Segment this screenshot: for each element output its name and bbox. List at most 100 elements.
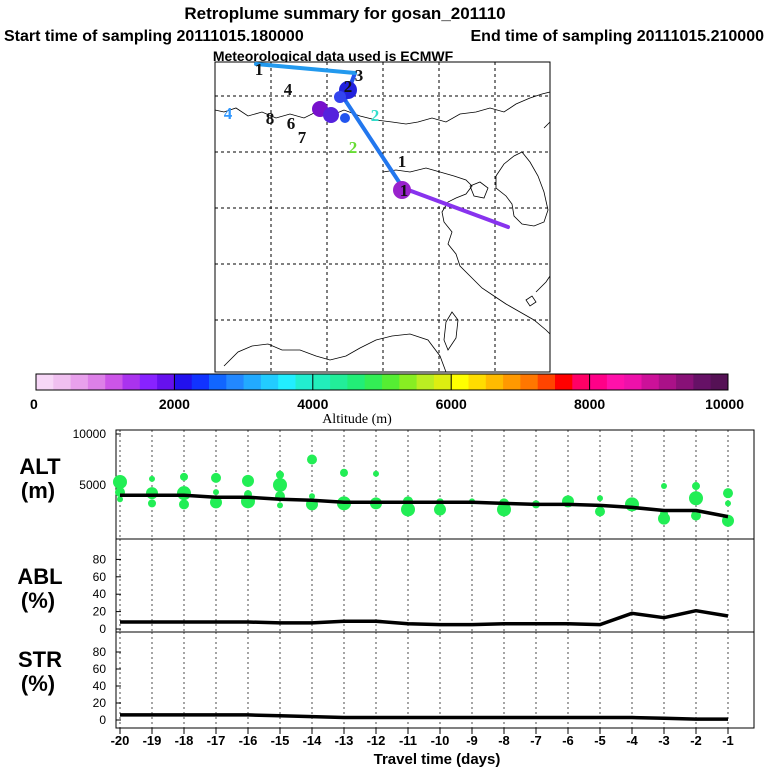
- scatter-point: [597, 495, 603, 502]
- x-tick-label: -6: [562, 733, 574, 748]
- colorbar-segment: [416, 374, 435, 390]
- map-day-label: 8: [266, 109, 275, 128]
- scatter-point: [179, 499, 189, 510]
- colorbar-segment: [278, 374, 296, 390]
- colorbar-tick-label: 10000: [705, 396, 744, 412]
- x-tick-label: -15: [271, 733, 290, 748]
- y-tick-label: 20: [93, 696, 107, 710]
- y-tick-label: 0: [99, 622, 106, 636]
- y-tick-label: 5000: [79, 478, 106, 492]
- colorbar-segment: [330, 374, 348, 390]
- scatter-point: [309, 493, 315, 500]
- map-day-label: 2: [371, 106, 380, 125]
- x-axis: -20 -19 -18 -17 -16 -15 -14 -13 -12 -11 -10 -9 -8 -7 -…: [111, 728, 734, 748]
- y-tick-label: 20: [93, 605, 107, 619]
- x-tick-label: -11: [399, 733, 417, 748]
- colorbar-segment: [347, 374, 366, 390]
- map-day-label: 1: [398, 152, 407, 171]
- scatter-point: [725, 500, 731, 507]
- panel-alt: 5000 10000 ALT(m): [19, 427, 755, 540]
- scatter-point: [692, 482, 700, 491]
- x-tick-label: -4: [626, 733, 638, 748]
- colorbar-segment: [399, 374, 418, 390]
- trajectory-segment: [254, 62, 357, 75]
- map-coastlines: [214, 91, 551, 373]
- scatter-point: [113, 474, 127, 489]
- scatter-point: [307, 454, 317, 465]
- colorbar-ticks: 0 2000 4000 6000 8000 10000: [30, 374, 744, 412]
- y-tick-label: 0: [99, 713, 106, 727]
- colorbar-segment: [260, 374, 279, 390]
- y-tick-label: 40: [93, 679, 107, 693]
- colorbar-segment: [157, 374, 175, 390]
- plume-marker: [393, 181, 411, 199]
- x-tick-label: -16: [239, 733, 258, 748]
- colorbar-segment: [520, 374, 539, 390]
- panel-name: ABL: [17, 564, 62, 589]
- panel-name: ALT: [19, 454, 61, 479]
- x-tick-label: -18: [175, 733, 194, 748]
- y-tick-label: 40: [93, 587, 107, 601]
- scatter-point: [595, 506, 605, 517]
- colorbar-segment: [693, 374, 712, 390]
- panel-unit: (m): [21, 478, 55, 503]
- y-tick-label: 60: [93, 570, 107, 584]
- colorbar-segment: [676, 374, 694, 390]
- panel-abl: 0 20 40 60 80 ABL(%): [17, 538, 755, 636]
- x-tick-label: -1: [722, 733, 734, 748]
- colorbar-segment: [624, 374, 642, 390]
- colorbar-tick-label: 2000: [159, 396, 190, 412]
- scatter-point: [497, 502, 511, 517]
- plume-marker: [334, 91, 346, 103]
- colorbar-segment: [53, 374, 72, 390]
- scatter-point: [661, 483, 667, 490]
- trajectory-segment: [401, 186, 510, 229]
- panel-name: STR: [18, 647, 62, 672]
- colorbar-segment: [468, 374, 487, 390]
- colorbar-segment: [382, 374, 400, 390]
- start-time-label: Start time of sampling 20111015.180000: [4, 28, 304, 45]
- scatter-point: [180, 472, 188, 481]
- x-tick-label: -5: [594, 733, 606, 748]
- scatter-point: [117, 496, 123, 503]
- scatter-point: [691, 510, 701, 521]
- map-day-label: 6: [287, 114, 296, 133]
- plume-marker: [340, 113, 350, 123]
- y-tick-label: 10000: [73, 427, 107, 441]
- panel-frame: [115, 631, 755, 729]
- scatter-point: [276, 470, 284, 479]
- map-day-label: 4: [284, 80, 293, 99]
- map-day-label: 1: [400, 181, 409, 200]
- colorbar-segment: [295, 374, 314, 390]
- colorbar-tick-label: 4000: [297, 396, 328, 412]
- map-day-label: 4: [224, 104, 233, 123]
- x-tick-label: -8: [498, 733, 510, 748]
- scatter-point: [146, 487, 158, 500]
- x-tick-label: -20: [111, 733, 130, 748]
- colorbar-segment: [226, 374, 245, 390]
- colorbar-segment: [641, 374, 660, 390]
- x-axis-label: Travel time (days): [374, 751, 501, 768]
- colorbar-segment: [710, 374, 729, 390]
- panel-unit: (%): [21, 671, 55, 696]
- scatter-point: [401, 502, 415, 517]
- colorbar-segment: [122, 374, 141, 390]
- colorbar-segment: [503, 374, 521, 390]
- series-line: [120, 713, 728, 721]
- colorbar-segment: [555, 374, 573, 390]
- scatter-point: [658, 512, 670, 525]
- map-day-label: 2: [344, 77, 353, 96]
- colorbar-segment: [191, 374, 210, 390]
- trajectory-segment: [343, 98, 405, 190]
- x-tick-label: -10: [431, 733, 450, 748]
- colorbar-tick-label: 6000: [436, 396, 467, 412]
- colorbar-segment: [70, 374, 89, 390]
- map-day-label: 2: [349, 138, 358, 157]
- colorbar-segment: [433, 374, 452, 390]
- x-tick-label: -2: [690, 733, 702, 748]
- colorbar-segment: [105, 374, 123, 390]
- colorbar-segment: [589, 374, 608, 390]
- scatter-point: [273, 478, 287, 492]
- y-tick-label: 60: [93, 662, 107, 676]
